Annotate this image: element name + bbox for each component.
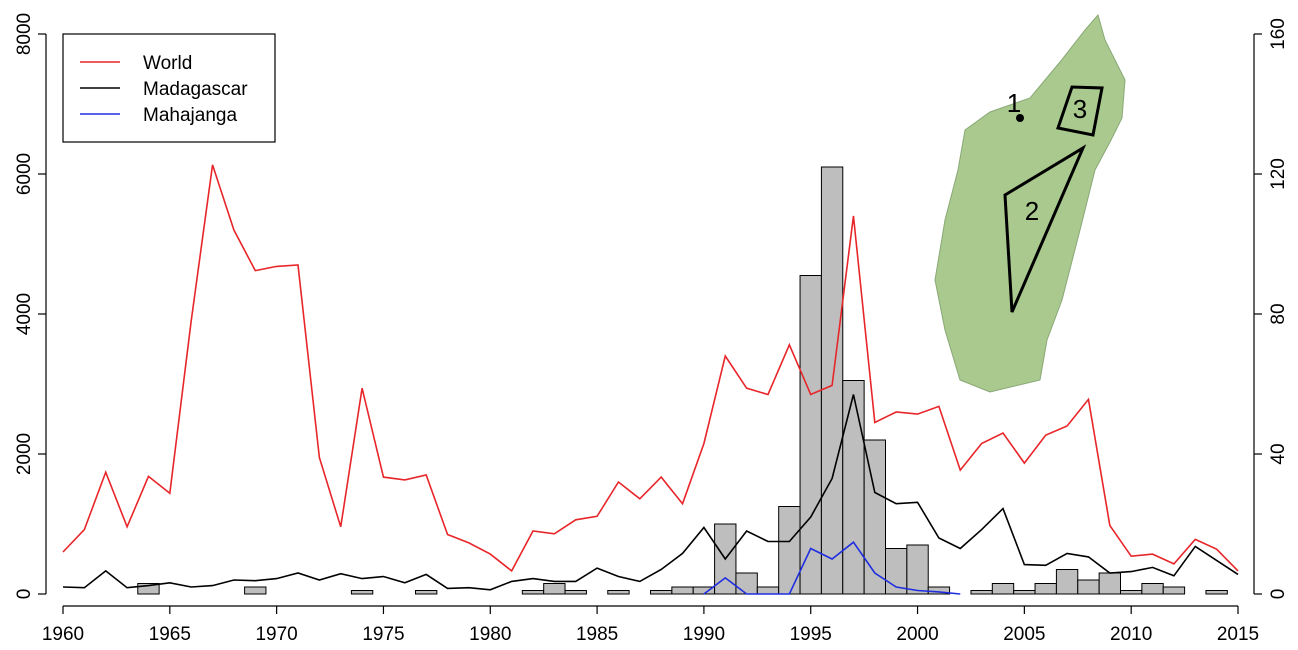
bar xyxy=(1099,573,1120,594)
y-tick-label: 8000 xyxy=(14,13,35,55)
y2-tick-label: 0 xyxy=(1268,589,1289,600)
bar xyxy=(800,276,821,595)
bar xyxy=(544,584,565,595)
bar xyxy=(757,587,778,594)
chart: 1960 1965 1970 1975 1980 1985 1990 1995 2000 2005… xyxy=(0,0,1298,645)
y-tick-label: 6000 xyxy=(14,153,35,195)
y2-tick-label: 40 xyxy=(1268,443,1289,464)
x-tick-label: 2000 xyxy=(896,624,938,645)
y-tick-label: 4000 xyxy=(14,293,35,335)
x-tick-label: 2010 xyxy=(1110,624,1152,645)
line xyxy=(63,395,1238,590)
bar xyxy=(907,545,928,594)
legend-label: Mahajanga xyxy=(143,105,237,126)
y2-tick-label: 160 xyxy=(1268,18,1289,50)
map-label: 3 xyxy=(1073,94,1087,124)
bar xyxy=(608,591,629,595)
bar xyxy=(1121,591,1142,595)
bar xyxy=(971,591,992,595)
bar xyxy=(1014,591,1035,595)
y-tick-label: 2000 xyxy=(14,433,35,475)
bar xyxy=(992,584,1013,595)
y-tick-label: 0 xyxy=(14,589,35,600)
bar xyxy=(672,587,693,594)
y2-tick-label: 120 xyxy=(1268,158,1289,190)
bar xyxy=(1142,584,1163,595)
bar xyxy=(864,440,885,594)
map-label: 2 xyxy=(1025,196,1039,226)
map-inset: 1 2 3 xyxy=(935,15,1125,392)
bar xyxy=(1035,584,1056,595)
x-tick-label: 1985 xyxy=(576,624,618,645)
bar xyxy=(736,573,757,594)
bar xyxy=(522,591,543,595)
x-tick-label: 1995 xyxy=(790,624,832,645)
x-tick-label: 2015 xyxy=(1217,624,1259,645)
bar xyxy=(565,591,586,595)
bar xyxy=(1206,591,1227,595)
x-tick-label: 2005 xyxy=(1003,624,1045,645)
bar xyxy=(1078,580,1099,594)
bar xyxy=(351,591,372,595)
x-tick-label: 1970 xyxy=(255,624,297,645)
y2-tick-label: 80 xyxy=(1268,303,1289,324)
x-tick-label: 1980 xyxy=(469,624,511,645)
legend-label: Madagascar xyxy=(143,79,248,100)
bar xyxy=(1163,587,1184,594)
x-tick-label: 1975 xyxy=(362,624,404,645)
bar xyxy=(245,587,266,594)
bar xyxy=(416,591,437,595)
bar xyxy=(651,591,672,595)
legend-label: World xyxy=(143,53,192,74)
x-tick-label: 1990 xyxy=(683,624,725,645)
x-tick-label: 1965 xyxy=(149,624,191,645)
bar xyxy=(779,507,800,595)
bar xyxy=(1056,570,1077,595)
map-label: 1 xyxy=(1007,88,1021,118)
x-tick-label: 1960 xyxy=(42,624,84,645)
bar xyxy=(843,381,864,595)
